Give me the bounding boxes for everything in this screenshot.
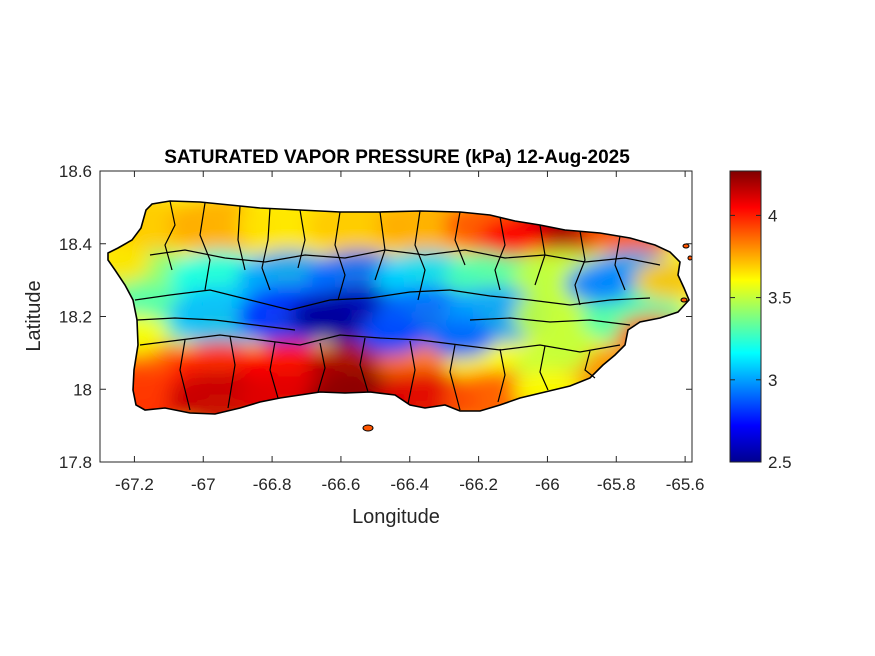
y-axis: 17.8 18 18.2 18.4 18.6 bbox=[59, 162, 692, 472]
y-axis-label: Latitude bbox=[23, 280, 45, 351]
y-tick-label: 17.8 bbox=[59, 453, 92, 472]
x-axis: -67.2 -67 -66.8 -66.6 -66.4 -66.2 -66 -65.8 -65.… bbox=[115, 171, 704, 494]
colorbar-gradient bbox=[729, 170, 762, 463]
x-tick-label: -65.8 bbox=[597, 475, 636, 494]
municipality-border bbox=[614, 235, 626, 291]
municipality-border bbox=[459, 344, 621, 353]
colorbar-tick-label: 2.5 bbox=[768, 453, 792, 472]
municipality-border bbox=[134, 289, 451, 311]
municipality-border bbox=[449, 344, 461, 411]
x-axis-label: Longitude bbox=[352, 506, 440, 528]
municipality-border bbox=[297, 209, 306, 269]
field-sample bbox=[427, 318, 496, 359]
municipality-border bbox=[317, 342, 326, 393]
colorbar-tick-label: 3 bbox=[768, 371, 777, 390]
small-island bbox=[362, 424, 374, 432]
municipality-borders bbox=[134, 200, 661, 411]
y-tick-label: 18.2 bbox=[59, 308, 92, 327]
small-island bbox=[682, 243, 690, 249]
municipality-border bbox=[269, 341, 279, 399]
coastline bbox=[107, 200, 690, 415]
municipality-border bbox=[539, 345, 549, 391]
municipality-border bbox=[407, 340, 416, 405]
field-sample bbox=[358, 314, 427, 355]
colorbar-tick-label: 4 bbox=[768, 206, 777, 225]
field-sample bbox=[289, 296, 358, 337]
plot-area bbox=[99, 170, 693, 463]
colorbar-tick-label: 3.5 bbox=[768, 289, 792, 308]
x-tick-label: -66.4 bbox=[390, 475, 429, 494]
municipality-border bbox=[227, 335, 236, 409]
field-sample bbox=[565, 263, 634, 304]
y-tick-label: 18.6 bbox=[59, 162, 92, 181]
field-sample bbox=[479, 216, 547, 257]
x-tick-label: -66 bbox=[535, 475, 560, 494]
x-tick-label: -65.6 bbox=[666, 475, 705, 494]
colorbar: 2.5 3 3.5 4 bbox=[729, 170, 792, 472]
municipality-border bbox=[164, 200, 176, 271]
municipality-border bbox=[469, 317, 631, 326]
municipality-border bbox=[179, 339, 191, 411]
x-tick-label: -66.8 bbox=[253, 475, 292, 494]
municipality-border bbox=[136, 317, 296, 331]
field-sample bbox=[108, 241, 152, 282]
municipality-border bbox=[139, 334, 461, 346]
municipality-border bbox=[574, 230, 586, 306]
municipality-border bbox=[261, 207, 271, 291]
municipality-border bbox=[149, 249, 661, 266]
municipality-border bbox=[199, 202, 211, 291]
x-tick-label: -67 bbox=[191, 475, 216, 494]
y-tick-label: 18 bbox=[73, 380, 92, 399]
x-tick-label: -67.2 bbox=[115, 475, 154, 494]
municipality-border bbox=[454, 211, 466, 266]
small-island bbox=[680, 297, 688, 303]
municipality-border bbox=[359, 337, 369, 393]
municipality-border bbox=[497, 348, 506, 403]
x-tick-label: -66.2 bbox=[459, 475, 498, 494]
colorbar-ticks: 2.5 3 3.5 4 bbox=[730, 206, 792, 472]
chart-title: SATURATED VAPOR PRESSURE (kPa) 12-Aug-20… bbox=[164, 147, 630, 168]
x-tick-label: -66.6 bbox=[322, 475, 361, 494]
small-island bbox=[687, 255, 693, 261]
y-tick-label: 18.4 bbox=[59, 235, 92, 254]
municipality-border bbox=[334, 211, 346, 301]
municipality-border bbox=[449, 289, 651, 306]
municipality-border bbox=[414, 210, 426, 301]
